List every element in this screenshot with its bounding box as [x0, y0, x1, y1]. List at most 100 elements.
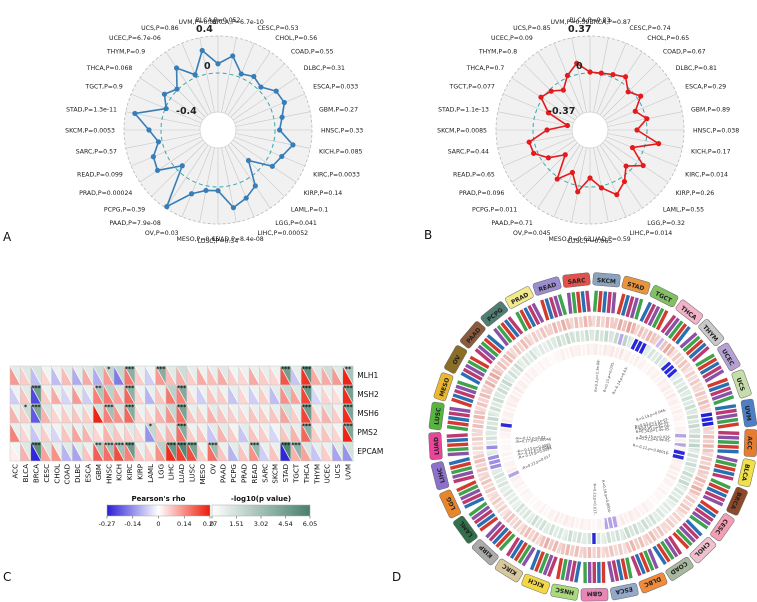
svg-text:0: 0 [210, 520, 214, 528]
svg-text:**: ** [95, 385, 102, 392]
svg-text:R=-0.12,p=0.00016-: R=-0.12,p=0.00016- [632, 443, 670, 456]
svg-text:DLBC,P=0.81: DLBC,P=0.81 [676, 65, 717, 72]
svg-text:DLBC,P=0.31: DLBC,P=0.31 [304, 65, 345, 72]
svg-text:R=0.16,p=0.0004-: R=0.16,p=0.0004- [601, 480, 612, 515]
svg-text:R=0.23,p=0.017-: R=0.23,p=0.017- [592, 483, 596, 515]
svg-text:0.4: 0.4 [196, 24, 213, 35]
svg-text:LUAD,P=0.59: LUAD,P=0.59 [589, 236, 630, 243]
svg-text:**: ** [95, 442, 102, 449]
svg-text:PCPG: PCPG [230, 464, 238, 483]
svg-text:***: *** [281, 442, 291, 449]
svg-text:THCA: THCA [303, 464, 311, 484]
svg-text:KIRP,P=0.26: KIRP,P=0.26 [676, 190, 715, 197]
svg-text:0.27: 0.27 [203, 520, 217, 528]
svg-text:***: *** [156, 366, 166, 373]
svg-text:PAAD,P=7.9e-08: PAAD,P=7.9e-08 [109, 220, 160, 227]
svg-text:***: *** [125, 404, 135, 411]
triangle-heatmap-c: * *** *** *** *** **MLH1*** ** *** *** *** ***MSH2… [9, 365, 383, 528]
svg-text:***: *** [343, 404, 353, 411]
svg-text:BRCA,P=6.7e-10: BRCA,P=6.7e-10 [212, 19, 263, 26]
svg-text:***: *** [114, 442, 124, 449]
svg-text:GBM: GBM [587, 590, 603, 597]
svg-text:LIHC,P=0.00052: LIHC,P=0.00052 [257, 230, 308, 237]
svg-text:UVM,P=0.39: UVM,P=0.39 [551, 19, 590, 26]
svg-text:***: *** [187, 442, 197, 449]
svg-text:MESO,P=0.65: MESO,P=0.65 [177, 236, 220, 243]
svg-text:LUAD: LUAD [433, 437, 441, 455]
svg-text:LUAD,P=8.4e-08: LUAD,P=8.4e-08 [212, 236, 263, 243]
svg-text:0.37: 0.37 [568, 24, 591, 35]
svg-text:OV,P=0.03: OV,P=0.03 [145, 230, 179, 237]
svg-text:OV: OV [451, 354, 462, 366]
svg-text:***: *** [250, 442, 260, 449]
svg-text:R=0.37,p=4.8e-05-: R=0.37,p=4.8e-05- [635, 420, 671, 430]
svg-text:***: *** [291, 442, 301, 449]
svg-text:*: * [24, 404, 28, 411]
radar-chart-b: 0.37 0 -0.37 BLCA,P=0.83BRCA,P=0.87CESC,P=0… [437, 17, 739, 245]
panel-label-a: A [3, 230, 12, 244]
svg-text:MESO: MESO [199, 464, 207, 485]
panel-label-d: D [392, 570, 402, 584]
svg-text:CESC: CESC [43, 464, 51, 483]
svg-text:SKCM: SKCM [272, 464, 280, 484]
svg-text:LIHC: LIHC [436, 466, 447, 483]
svg-text:COAD,P=0.55: COAD,P=0.55 [291, 49, 334, 56]
svg-text:R=0.15,p=0.026-: R=0.15,p=0.026- [639, 435, 671, 440]
svg-text:***: *** [31, 442, 41, 449]
svg-text:Pearson's rho: Pearson's rho [131, 495, 185, 503]
svg-text:THYM,P=0.9: THYM,P=0.9 [106, 49, 145, 56]
svg-text:**: ** [345, 366, 352, 373]
svg-text:***: *** [31, 404, 41, 411]
svg-text:***: *** [104, 404, 114, 411]
svg-text:UVM,P=0.02: UVM,P=0.02 [179, 19, 218, 26]
svg-text:THCA,P=0.7: THCA,P=0.7 [466, 65, 505, 72]
svg-text:UVM: UVM [345, 464, 353, 480]
svg-text:LUSC: LUSC [433, 407, 442, 426]
svg-text:STAD,P=1.1e-13: STAD,P=1.1e-13 [438, 106, 489, 113]
svg-text:***: *** [104, 442, 114, 449]
svg-text:LAML,P=0.55: LAML,P=0.55 [663, 206, 704, 213]
svg-text:-R=-0.15,p=0.02: -R=-0.15,p=0.02 [515, 436, 546, 441]
svg-text:-0.4: -0.4 [176, 106, 197, 117]
svg-text:HNSC,P=0.038: HNSC,P=0.038 [693, 128, 739, 135]
svg-text:ESCA,P=0.033: ESCA,P=0.033 [313, 84, 358, 91]
svg-text:R=0.21,p=5.9e-05-: R=0.21,p=5.9e-05- [636, 437, 672, 443]
svg-text:KIRC,P=0.014: KIRC,P=0.014 [685, 171, 728, 178]
svg-text:***: *** [125, 366, 135, 373]
svg-text:R=0.34,p=1.4e-05-: R=0.34,p=1.4e-05- [636, 427, 672, 434]
svg-text:PRAD: PRAD [241, 464, 249, 483]
svg-text:GBM,P=0.89: GBM,P=0.89 [691, 106, 730, 113]
svg-text:***: *** [302, 423, 312, 430]
svg-text:COAD: COAD [64, 464, 72, 484]
svg-text:***: *** [343, 385, 353, 392]
svg-text:CESC,P=0.74: CESC,P=0.74 [629, 25, 670, 32]
svg-text:-0.14: -0.14 [124, 520, 141, 528]
svg-text:SARC,P=0.44: SARC,P=0.44 [448, 149, 489, 156]
svg-text:KIRC: KIRC [126, 464, 134, 480]
svg-text:UCEC,P=0.09: UCEC,P=0.09 [491, 35, 533, 42]
svg-text:BRCA,P=0.87: BRCA,P=0.87 [589, 19, 631, 26]
svg-text:0: 0 [156, 520, 160, 528]
svg-text:3.02: 3.02 [254, 520, 268, 528]
svg-text:-R=0.17,p=0.00046: -R=0.17,p=0.00046 [515, 437, 552, 444]
svg-text:MSH6: MSH6 [357, 409, 379, 418]
svg-text:MSH2: MSH2 [357, 390, 379, 399]
svg-text:***: *** [177, 385, 187, 392]
svg-text:PCPG,P=0.011: PCPG,P=0.011 [472, 206, 517, 213]
svg-text:SKCM: SKCM [597, 277, 617, 286]
svg-text:SKCM,P=0.0053: SKCM,P=0.0053 [65, 128, 115, 135]
circos-plot-d: SARC SKCM STADTGCTTHCATHYMUCECUCSUVMACCBLC… [428, 272, 757, 602]
svg-text:UVM: UVM [743, 405, 752, 421]
svg-text:UCEC,P=6.7e-06: UCEC,P=6.7e-06 [109, 35, 161, 42]
svg-text:PMS2: PMS2 [357, 428, 378, 437]
panel-label-b: B [424, 228, 433, 242]
svg-text:***: *** [125, 442, 135, 449]
svg-text:READ,P=0.099: READ,P=0.099 [77, 171, 123, 178]
svg-text:LUSC: LUSC [189, 464, 197, 482]
svg-text:PRAD,P=0.00024: PRAD,P=0.00024 [79, 190, 132, 197]
svg-text:ACC: ACC [12, 464, 20, 479]
svg-text:ACC: ACC [745, 436, 753, 450]
svg-text:LGG,P=0.041: LGG,P=0.041 [275, 220, 317, 227]
svg-text:PAAD,P=0.71: PAAD,P=0.71 [491, 220, 532, 227]
